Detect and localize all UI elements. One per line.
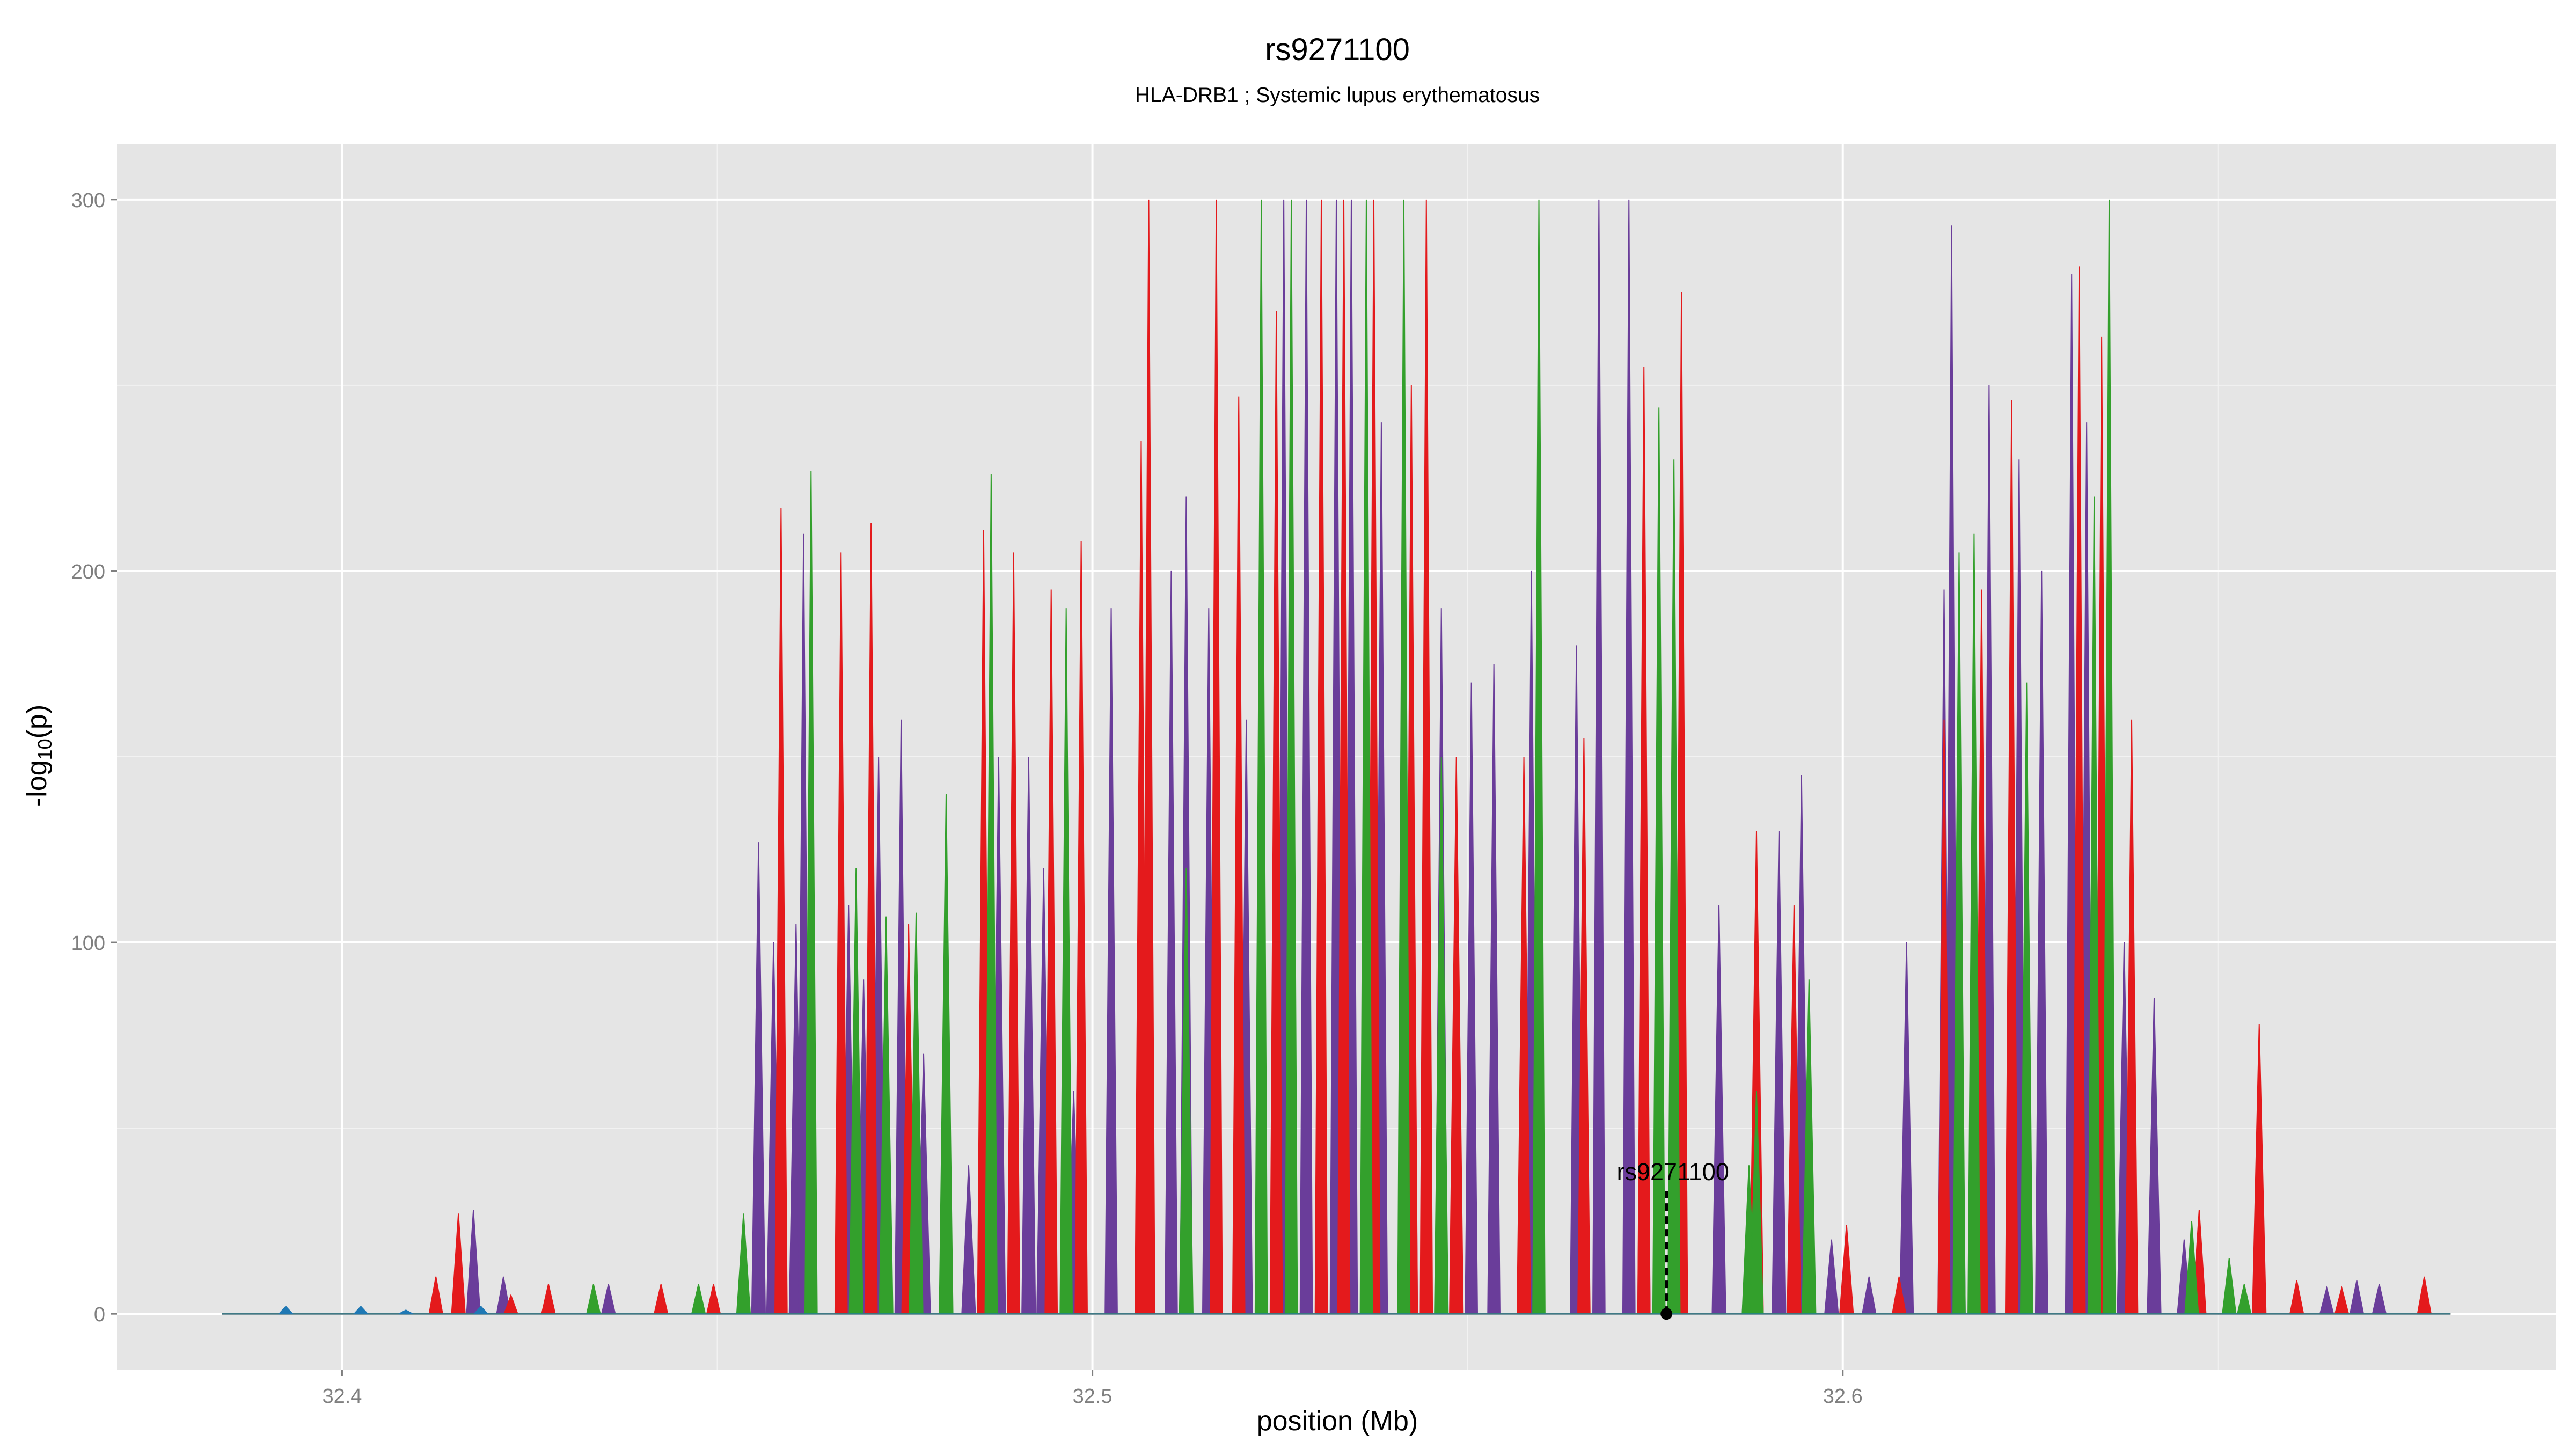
y-axis-label-tail: (p)	[21, 705, 53, 739]
x-tick-label: 32.6	[1823, 1385, 1863, 1408]
y-tick-label: 100	[71, 932, 105, 955]
y-axis-label: -log10(p)	[21, 705, 56, 807]
x-tick-label: 32.5	[1073, 1385, 1113, 1408]
annotation-label: rs9271100	[1617, 1158, 1729, 1185]
x-tick-label: 32.4	[322, 1385, 362, 1408]
x-axis-label: position (Mb)	[1257, 1406, 1418, 1437]
chart-title: rs9271100	[1265, 32, 1410, 67]
x-axis: 32.4 32.5 32.6	[322, 1370, 1863, 1408]
y-tick-label: 300	[71, 189, 105, 212]
y-axis: 0 100 200 300	[71, 189, 117, 1326]
annotation: rs9271100	[1617, 1158, 1729, 1320]
plot-panel: rs9271100	[117, 144, 2556, 1370]
y-tick-label: 200	[71, 561, 105, 583]
annotation-point	[1660, 1308, 1673, 1320]
chart-subtitle: HLA-DRB1 ; Systemic lupus erythematosus	[1135, 84, 1540, 107]
series-layer	[222, 199, 2451, 1315]
y-axis-label-subscript: 10	[34, 738, 56, 760]
y-tick-label: 0	[94, 1304, 105, 1326]
series-blue	[222, 1305, 2451, 1315]
y-axis-label-main: -log	[21, 760, 53, 807]
